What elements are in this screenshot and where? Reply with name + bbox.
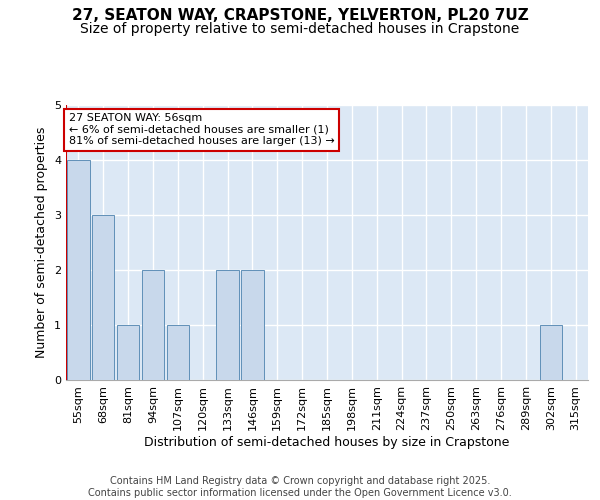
Text: 27, SEATON WAY, CRAPSTONE, YELVERTON, PL20 7UZ: 27, SEATON WAY, CRAPSTONE, YELVERTON, PL… — [71, 8, 529, 22]
Bar — [539, 325, 562, 380]
Text: Contains HM Land Registry data © Crown copyright and database right 2025.
Contai: Contains HM Land Registry data © Crown c… — [88, 476, 512, 498]
Text: 27 SEATON WAY: 56sqm
← 6% of semi-detached houses are smaller (1)
81% of semi-de: 27 SEATON WAY: 56sqm ← 6% of semi-detach… — [68, 114, 334, 146]
Text: Size of property relative to semi-detached houses in Crapstone: Size of property relative to semi-detach… — [80, 22, 520, 36]
Bar — [92, 215, 115, 380]
Bar — [67, 160, 89, 380]
X-axis label: Distribution of semi-detached houses by size in Crapstone: Distribution of semi-detached houses by … — [145, 436, 509, 448]
Bar — [167, 325, 189, 380]
Bar — [217, 270, 239, 380]
Y-axis label: Number of semi-detached properties: Number of semi-detached properties — [35, 127, 49, 358]
Bar — [241, 270, 263, 380]
Bar — [142, 270, 164, 380]
Bar — [117, 325, 139, 380]
